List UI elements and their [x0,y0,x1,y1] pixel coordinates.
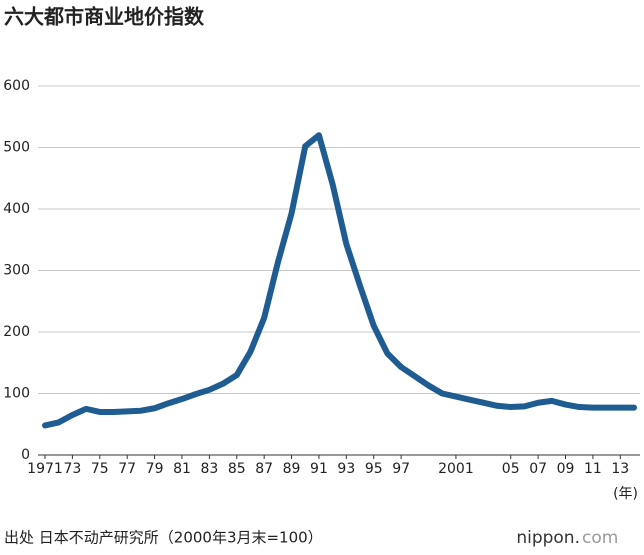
x-tick-label: 73 [63,461,81,477]
x-tick-label: 2001 [438,461,474,477]
y-tick-label: 300 [3,263,30,279]
y-tick-label: 0 [21,447,30,463]
y-tick-label: 500 [3,140,30,156]
y-tick-label: 100 [3,386,30,402]
x-tick-label: 79 [146,461,164,477]
logo: nippon. [516,528,580,548]
x-tick-label: 89 [283,461,301,477]
x-tick-label: 93 [337,461,355,477]
y-tick-label: 600 [3,78,30,94]
x-tick-label: 13 [611,461,629,477]
x-tick-label: 1971 [27,461,63,477]
x-tick-label: 75 [91,461,109,477]
x-tick-label: 91 [310,461,328,477]
x-tick-label: 05 [502,461,520,477]
x-tick-label: 97 [392,461,410,477]
x-tick-label: 95 [365,461,383,477]
x-tick-label: 85 [228,461,246,477]
x-tick-label: 83 [200,461,218,477]
source: 出处 日本不动产研究所（2000年3月末=100） [4,529,323,547]
y-tick-label: 400 [3,201,30,217]
x-tick-label: 07 [529,461,547,477]
x-tick-label: 09 [557,461,575,477]
x-unit-label: (年) [613,486,638,502]
data-line [42,132,637,429]
chart-title: 六大都市商业地价指数 [4,5,205,29]
y-tick-label: 200 [3,324,30,340]
logo-suffix: com [582,528,618,548]
x-tick-label: 87 [255,461,273,477]
x-tick-label: 11 [584,461,602,477]
x-tick-label: 77 [118,461,136,477]
x-tick-label: 81 [173,461,191,477]
